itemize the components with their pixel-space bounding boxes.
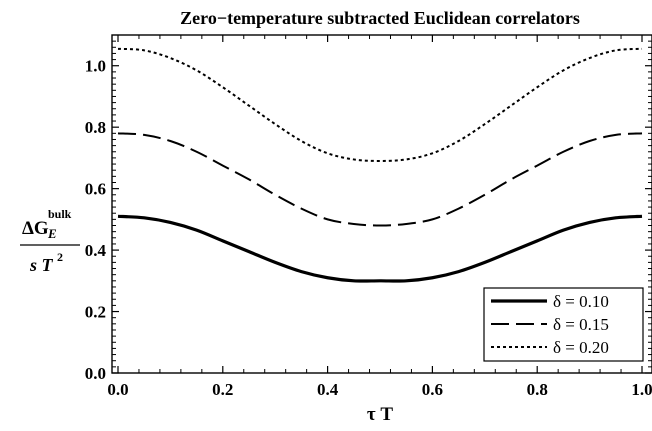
y-label-numerator-sup: bulk: [48, 207, 72, 221]
y-tick-label-4: 0.8: [85, 118, 106, 137]
y-tick-label-2: 0.4: [85, 241, 107, 260]
x-tick-label-5: 1.0: [631, 380, 652, 399]
series-line-3: [117, 47, 643, 162]
y-tick-label-3: 0.6: [85, 180, 106, 199]
legend: δ = 0.10 δ = 0.15 δ = 0.20: [483, 287, 644, 362]
series-line-1: [117, 214, 643, 283]
legend-entry-3: δ = 0.20: [491, 338, 609, 357]
y-label-numerator-sub: E: [47, 226, 57, 241]
x-tick-label-2: 0.4: [317, 380, 339, 399]
x-tick-label-0: 0.0: [107, 380, 128, 399]
legend-label-3: δ = 0.20: [553, 338, 609, 357]
y-tick-label-5: 1.0: [85, 57, 106, 76]
x-axis-label: τ T: [367, 404, 394, 425]
legend-label-2: δ = 0.15: [553, 315, 609, 334]
svg-text:ΔG: ΔG: [22, 218, 49, 239]
y-tick-label-1: 0.2: [85, 303, 106, 322]
y-tick-label-0: 0.0: [85, 364, 106, 383]
axis-ticks: 0.0 0.2 0.4 0.6 0.8 1.0 0.0 0.2 0.4 0.6 0.8 1.0: [85, 35, 652, 399]
x-tick-label-1: 0.2: [212, 380, 233, 399]
y-axis-label: ΔG E bulk s T 2: [20, 207, 80, 275]
legend-entry-1: δ = 0.10: [491, 292, 609, 311]
x-tick-label-4: 0.8: [527, 380, 548, 399]
legend-label-1: δ = 0.10: [553, 292, 609, 311]
series-line-2: [117, 132, 643, 227]
x-tick-label-3: 0.6: [422, 380, 443, 399]
y-label-numerator: ΔG: [22, 218, 49, 239]
y-label-denominator-sup: 2: [57, 250, 63, 264]
plot-frame: [111, 34, 652, 374]
y-label-denominator: s T: [29, 255, 54, 275]
series-layer: [117, 47, 643, 283]
legend-entry-2: δ = 0.15: [491, 315, 609, 334]
chart-title: Zero−temperature subtracted Euclidean co…: [180, 8, 580, 28]
